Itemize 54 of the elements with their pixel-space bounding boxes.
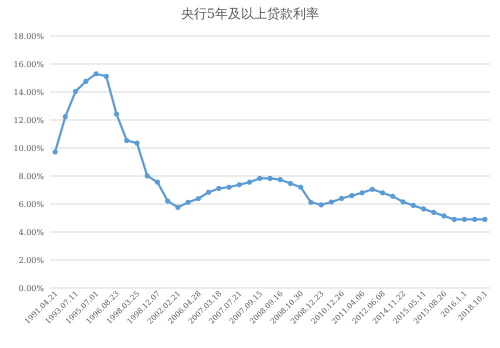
point [410, 202, 416, 208]
point [72, 88, 78, 94]
point [339, 196, 344, 201]
point [52, 149, 58, 155]
point [359, 190, 365, 196]
point [114, 112, 120, 117]
point [370, 186, 375, 192]
point [124, 138, 130, 144]
point [196, 196, 201, 202]
y-tick-label: 0.00% [18, 284, 44, 293]
y-tick-label: 6.00% [18, 200, 44, 209]
point [206, 190, 212, 195]
point [246, 180, 252, 185]
point [328, 199, 334, 205]
point [278, 177, 283, 182]
point [154, 180, 160, 185]
point [134, 140, 140, 146]
point [236, 182, 242, 188]
point [318, 202, 324, 208]
point [165, 198, 170, 204]
point [462, 216, 468, 222]
y-tick-label: 4.00% [18, 228, 44, 237]
point [144, 173, 150, 178]
point [93, 71, 99, 76]
point [420, 206, 426, 212]
point [482, 216, 488, 222]
point [472, 216, 478, 222]
y-tick-label: 12.00% [13, 116, 44, 125]
y-tick-label: 16.00% [13, 60, 44, 69]
point [400, 199, 406, 204]
point [390, 194, 396, 199]
y-tick-label: 2.00% [18, 256, 44, 265]
point [308, 200, 314, 205]
point [288, 180, 294, 186]
y-tick-label: 14.00% [13, 88, 44, 97]
point [452, 216, 457, 222]
point [83, 78, 88, 84]
point [298, 184, 304, 190]
point [349, 193, 354, 198]
point [175, 204, 181, 210]
point [226, 184, 232, 190]
point [104, 74, 109, 79]
point [216, 186, 222, 192]
point [186, 200, 191, 205]
y-tick-label: 18.00% [13, 32, 44, 41]
y-tick-label: 8.00% [18, 172, 44, 181]
point [431, 210, 436, 215]
point [380, 190, 386, 196]
point [441, 213, 447, 218]
y-tick-label: 10.00% [13, 144, 44, 153]
point [62, 114, 68, 120]
point [257, 176, 262, 181]
chart-title: 央行5年及以上贷款利率 [180, 6, 320, 22]
point [267, 176, 273, 181]
